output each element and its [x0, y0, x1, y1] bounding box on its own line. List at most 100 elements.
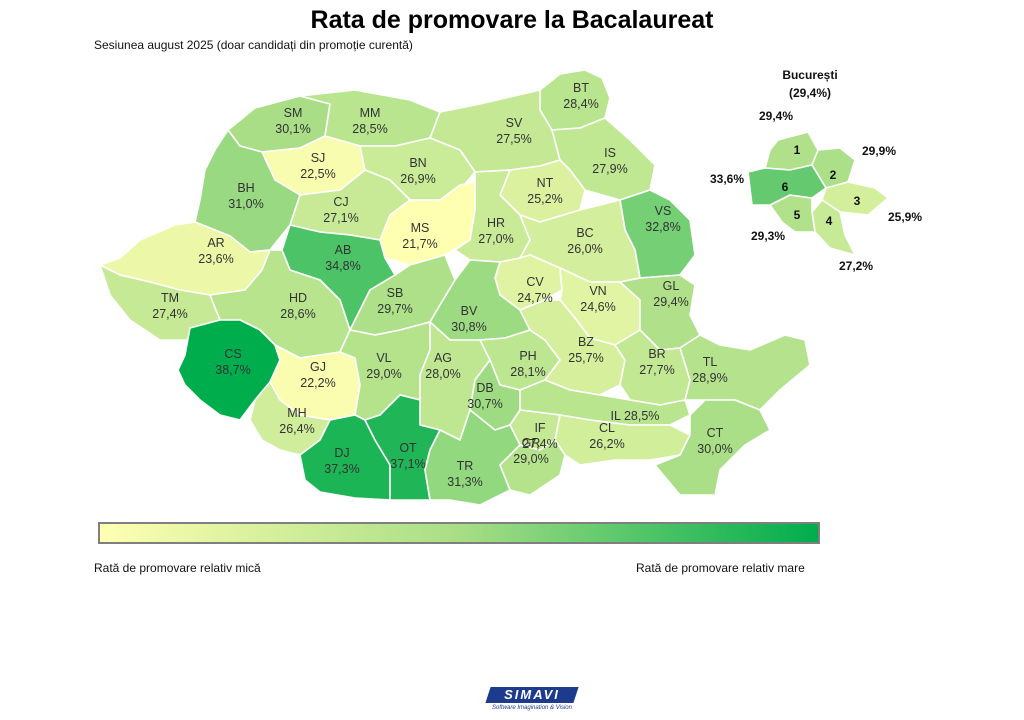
county-code-sb: SB: [387, 286, 404, 300]
logo-name: SIMAVI: [504, 687, 560, 702]
county-code-ph: PH: [519, 349, 536, 363]
county-value-dj: 37,3%: [324, 462, 359, 476]
county-code-hr: HR: [487, 216, 505, 230]
county-code-bv: BV: [461, 304, 478, 318]
county-value-mm: 28,5%: [352, 122, 387, 136]
county-value-ms: 21,7%: [402, 237, 437, 251]
county-value-ab: 34,8%: [325, 259, 360, 273]
county-value-db: 30,7%: [467, 397, 502, 411]
county-value-vn: 24,6%: [580, 300, 615, 314]
county-value-cj: 27,1%: [323, 211, 358, 225]
county-value-vs: 32,8%: [645, 220, 680, 234]
simavi-logo: SIMAVI Software Imagination & Vision: [484, 687, 580, 715]
county-code-tr: TR: [457, 459, 474, 473]
bucuresti-sector-value-3: 25,9%: [888, 210, 922, 224]
county-value-vl: 29,0%: [366, 367, 401, 381]
bucuresti-sector-value-5: 29,3%: [751, 229, 785, 243]
county-code-bh: BH: [237, 181, 254, 195]
county-value-cl: 26,2%: [589, 437, 624, 451]
county-value-bc: 26,0%: [567, 242, 602, 256]
bucuresti-sector-number-5: 5: [794, 208, 801, 222]
bucuresti-sector-number-3: 3: [854, 194, 861, 208]
county-value-bt: 28,4%: [563, 97, 598, 111]
county-value-ot: 37,1%: [390, 457, 425, 471]
county-value-gr: 29,0%: [513, 452, 548, 466]
bucuresti-sector-value-6: 33,6%: [710, 172, 744, 186]
county-value-tr: 31,3%: [447, 475, 482, 489]
bucuresti-sector-number-1: 1: [794, 143, 801, 157]
county-value-bn: 26,9%: [400, 172, 435, 186]
county-code-hd: HD: [289, 291, 307, 305]
county-code-sv: SV: [506, 116, 523, 130]
county-code-vs: VS: [655, 204, 672, 218]
county-code-gr: GR: [522, 436, 541, 450]
county-value-gl: 29,4%: [653, 295, 688, 309]
county-value-gj: 22,2%: [300, 376, 335, 390]
county-code-tm: TM: [161, 291, 179, 305]
bucuresti-sector-number-6: 6: [782, 180, 789, 194]
county-region-tl: [679, 334, 811, 411]
county-code-bz: BZ: [578, 335, 594, 349]
county-value-ar: 23,6%: [198, 252, 233, 266]
county-value-ph: 28,1%: [510, 365, 545, 379]
bucuresti-sector-value-2: 29,9%: [862, 144, 896, 158]
county-value-ct: 30,0%: [697, 442, 732, 456]
county-value-sv: 27,5%: [496, 132, 531, 146]
county-value-is: 27,9%: [592, 162, 627, 176]
bucuresti-title: București: [782, 68, 837, 82]
county-code-cj: CJ: [333, 195, 348, 209]
county-value-sb: 29,7%: [377, 302, 412, 316]
county-value-tl: 28,9%: [692, 371, 727, 385]
color-scale-legend: [98, 522, 820, 544]
county-code-ot: OT: [399, 441, 417, 455]
county-value-cs: 38,7%: [215, 363, 250, 377]
county-code-bt: BT: [573, 81, 589, 95]
county-value-if: 27,4%: [522, 437, 557, 451]
county-code-ab: AB: [335, 243, 352, 257]
county-value-bh: 31,0%: [228, 197, 263, 211]
county-code-ar: AR: [207, 236, 224, 250]
legend-high-label: Rată de promovare relativ mare: [636, 561, 805, 575]
county-code-vl: VL: [376, 351, 391, 365]
county-code-sm: SM: [284, 106, 303, 120]
bucuresti-sector-number-4: 4: [826, 214, 833, 228]
county-value-hr: 27,0%: [478, 232, 513, 246]
county-code-ct: CT: [707, 426, 724, 440]
county-value-nt: 25,2%: [527, 192, 562, 206]
county-value-bz: 25,7%: [568, 351, 603, 365]
county-value-cv: 24,7%: [517, 291, 552, 305]
bucuresti-sector-value-4: 27,2%: [839, 259, 873, 273]
county-code-bc: BC: [576, 226, 593, 240]
county-value-bv: 30,8%: [451, 320, 486, 334]
bucuresti-total: (29,4%): [789, 86, 831, 100]
county-code-db: DB: [476, 381, 493, 395]
county-value-hd: 28,6%: [280, 307, 315, 321]
county-value-br: 27,7%: [639, 363, 674, 377]
county-code-gl: GL: [663, 279, 680, 293]
county-region-ct: [654, 399, 771, 496]
county-code-bn: BN: [409, 156, 426, 170]
county-code-gj: GJ: [310, 360, 326, 374]
county-code-if: IF: [534, 421, 545, 435]
county-code-ms: MS: [411, 221, 430, 235]
logo-tagline: Software Imagination & Vision: [492, 705, 572, 711]
county-code-cv: CV: [526, 275, 544, 289]
bucuresti-sector-value-1: 29,4%: [759, 109, 793, 123]
map-subtitle: Sesiunea august 2025 (doar candidați din…: [94, 38, 413, 52]
bucuresti-sector-1: [764, 131, 819, 171]
bucuresti-sector-6: [747, 164, 827, 206]
county-code-dj: DJ: [334, 446, 349, 460]
county-code-tl: TL: [703, 355, 718, 369]
county-code-cs: CS: [224, 347, 241, 361]
county-value-tm: 27,4%: [152, 307, 187, 321]
county-code-cl: CL: [599, 421, 615, 435]
county-code-mh: MH: [287, 406, 306, 420]
county-code-vn: VN: [589, 284, 606, 298]
county-value-sm: 30,1%: [275, 122, 310, 136]
county-code-sj: SJ: [311, 151, 326, 165]
county-code-is: IS: [604, 146, 616, 160]
county-label-il: IL 28,5%: [611, 409, 660, 423]
county-code-br: BR: [648, 347, 665, 361]
legend-low-label: Rată de promovare relativ mică: [94, 561, 261, 575]
